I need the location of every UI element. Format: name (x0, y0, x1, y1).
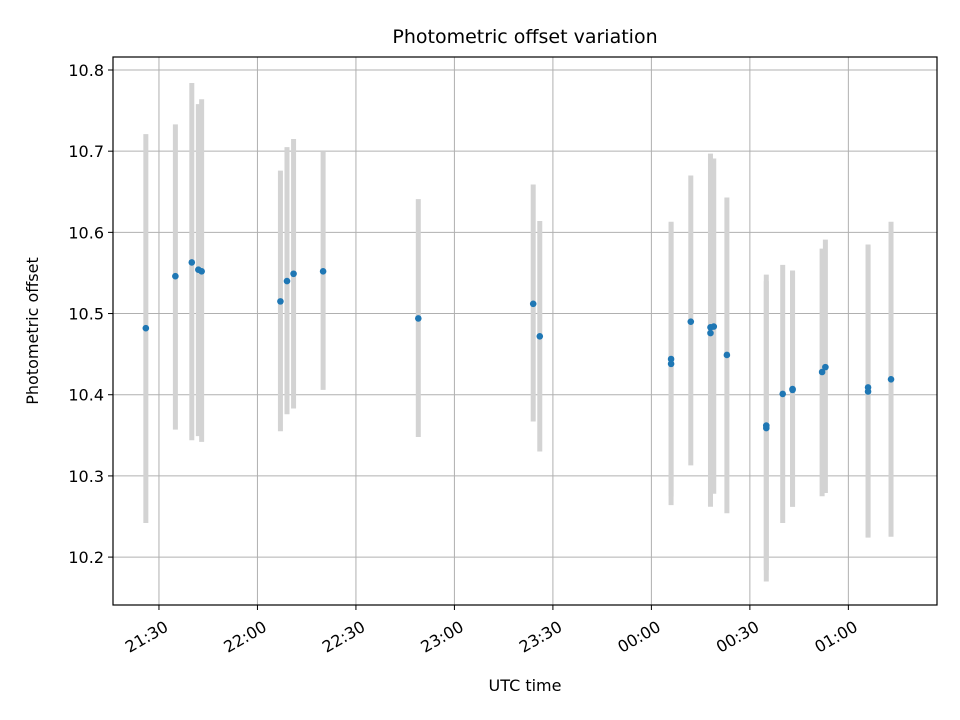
data-point (667, 360, 675, 368)
data-point (667, 355, 675, 363)
y-tick-label: 10.7 (68, 142, 104, 161)
data-point (172, 272, 179, 280)
data-point (864, 388, 872, 395)
data-point (887, 376, 895, 383)
grid-lines (113, 57, 937, 605)
chart-title: Photometric offset variation (392, 26, 657, 48)
data-point (779, 390, 787, 398)
data-point (687, 318, 695, 325)
y-axis-ticks: 10.2 10.3 10.4 10.5 10.6 10.7 10.8 (68, 61, 113, 567)
y-tick-label: 10.5 (68, 305, 104, 324)
data-point (789, 385, 796, 393)
data-point (142, 324, 150, 332)
data-point (529, 300, 537, 308)
y-tick-label: 10.4 (68, 386, 104, 405)
data-point (818, 368, 826, 376)
data-point (723, 351, 731, 359)
data-points (142, 259, 895, 432)
data-point (188, 259, 196, 266)
data-point (319, 268, 327, 275)
data-point (707, 329, 714, 337)
data-point (283, 277, 291, 285)
plot-frame (112, 56, 938, 606)
x-axis-label: UTC time (489, 676, 562, 695)
data-point (198, 268, 205, 275)
y-tick-label: 10.3 (68, 467, 104, 486)
data-point (710, 323, 718, 330)
data-point (762, 422, 770, 429)
y-axis-label: Photometric offset (23, 257, 42, 405)
data-point (822, 363, 829, 371)
data-point (415, 315, 422, 322)
y-tick-label: 10.6 (68, 223, 104, 242)
data-point (290, 270, 297, 278)
y-tick-label: 10.8 (68, 61, 104, 80)
data-point (536, 332, 544, 340)
y-tick-label: 10.2 (68, 548, 104, 567)
data-point (277, 298, 284, 305)
